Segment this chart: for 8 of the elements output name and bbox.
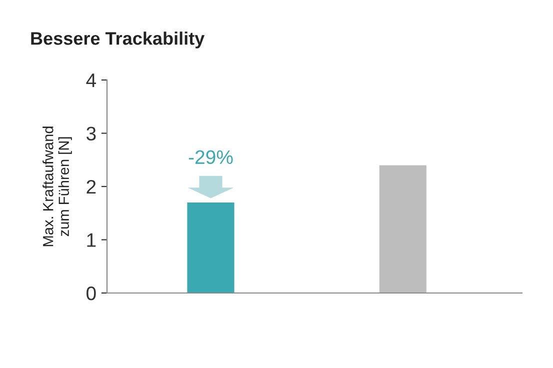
y-tick-label: 2 [86, 180, 96, 194]
y-axis-title: Max. Kraftaufwand zum Führen [N] [42, 126, 72, 246]
chart-title: Bessere Trackability [31, 32, 205, 48]
y-tick-label: 3 [86, 126, 96, 140]
y-tick-label: 1 [87, 233, 96, 247]
y-tick-label: 0 [86, 286, 96, 300]
annotation: -29% [188, 150, 233, 164]
y-tick-label: 4 [86, 74, 96, 88]
